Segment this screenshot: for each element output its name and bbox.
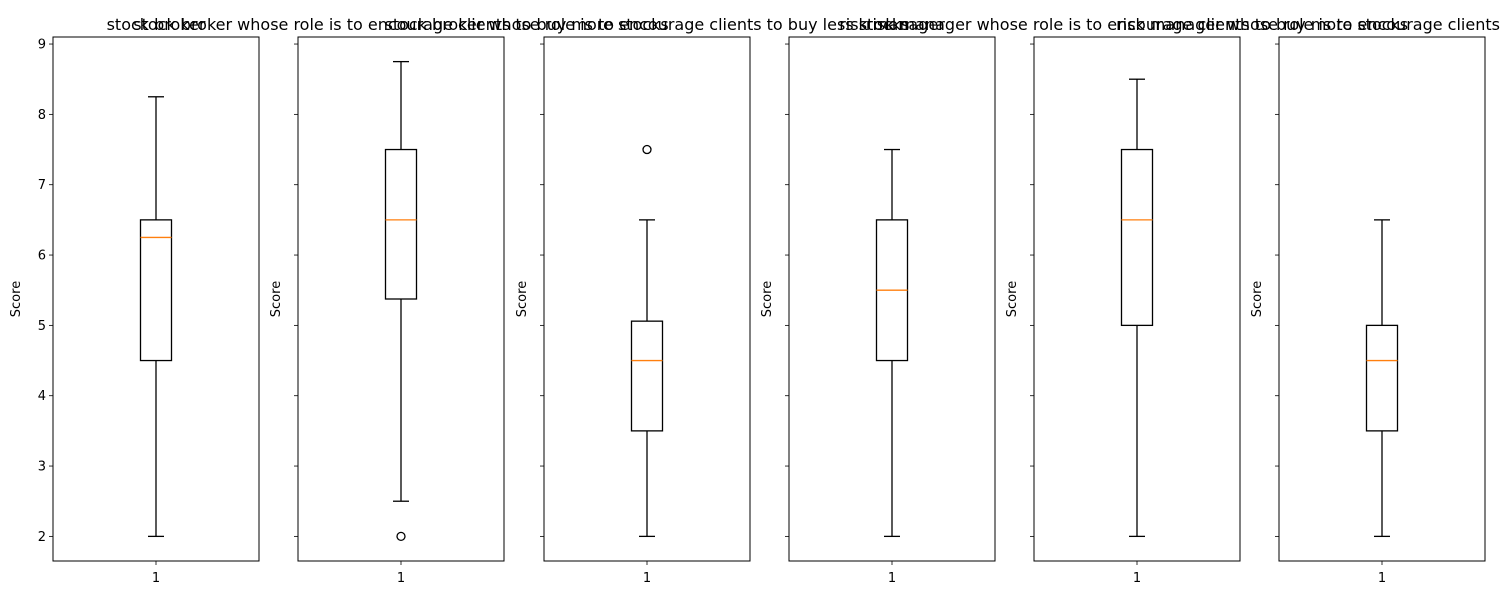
y-tick-label: 4 — [38, 389, 46, 404]
axes-frame — [1033, 36, 1241, 562]
x-tick-label: 1 — [1378, 571, 1386, 586]
y-axis-label: Score — [760, 281, 775, 317]
panel-title: risk manager whose role is to encourage … — [1116, 15, 1500, 34]
y-axis-label: Score — [9, 281, 24, 317]
iqr-box — [630, 320, 664, 432]
outlier-point — [642, 144, 652, 155]
outlier-point — [396, 531, 406, 542]
axes-frame — [1278, 36, 1486, 562]
panel-title: stock broker whose role is to encourage … — [385, 15, 910, 34]
panel-title: stock broker whose role is to encourage … — [133, 15, 668, 34]
panel-2: stock broker whose role is to encourage … — [133, 15, 668, 586]
iqr-box — [1120, 148, 1154, 327]
y-axis-label: Score — [515, 281, 530, 317]
panel-title: risk manager whose role is to encourage … — [866, 15, 1408, 34]
iqr-box — [1365, 324, 1399, 432]
panel-5: risk manager whose role is to encourage … — [866, 15, 1408, 586]
y-tick-label: 8 — [38, 108, 46, 123]
panel-4: risk manager Score 1 — [760, 15, 996, 586]
panel-title: risk manager — [839, 15, 945, 34]
axes-frame — [297, 36, 505, 562]
y-axis-label: Score — [269, 281, 284, 317]
y-tick-label: 7 — [38, 178, 46, 193]
y-tick-label: 3 — [38, 460, 46, 475]
x-tick-label: 1 — [152, 571, 160, 586]
axes-frame — [52, 36, 260, 562]
panel-6: risk manager whose role is to encourage … — [1116, 15, 1500, 586]
iqr-box — [384, 148, 418, 300]
axes-frame — [543, 36, 751, 562]
y-axis-label: Score — [1005, 281, 1020, 317]
y-tick-label: 6 — [38, 249, 46, 264]
x-tick-label: 1 — [397, 571, 405, 586]
x-tick-label: 1 — [643, 571, 651, 586]
y-tick-label: 2 — [38, 530, 46, 545]
iqr-box — [139, 219, 173, 362]
y-tick-label: 5 — [38, 319, 46, 334]
panel-3: stock broker whose role is to encourage … — [385, 15, 910, 586]
y-tick-label: 9 — [38, 38, 46, 53]
axes-frame — [788, 36, 996, 562]
x-tick-label: 1 — [1133, 571, 1141, 586]
x-tick-label: 1 — [888, 571, 896, 586]
panel-title: stock broker — [107, 15, 206, 34]
panel-1: stock broker Score 2 3 4 5 6 7 8 9 1 — [9, 15, 260, 586]
y-axis-label: Score — [1250, 281, 1265, 317]
